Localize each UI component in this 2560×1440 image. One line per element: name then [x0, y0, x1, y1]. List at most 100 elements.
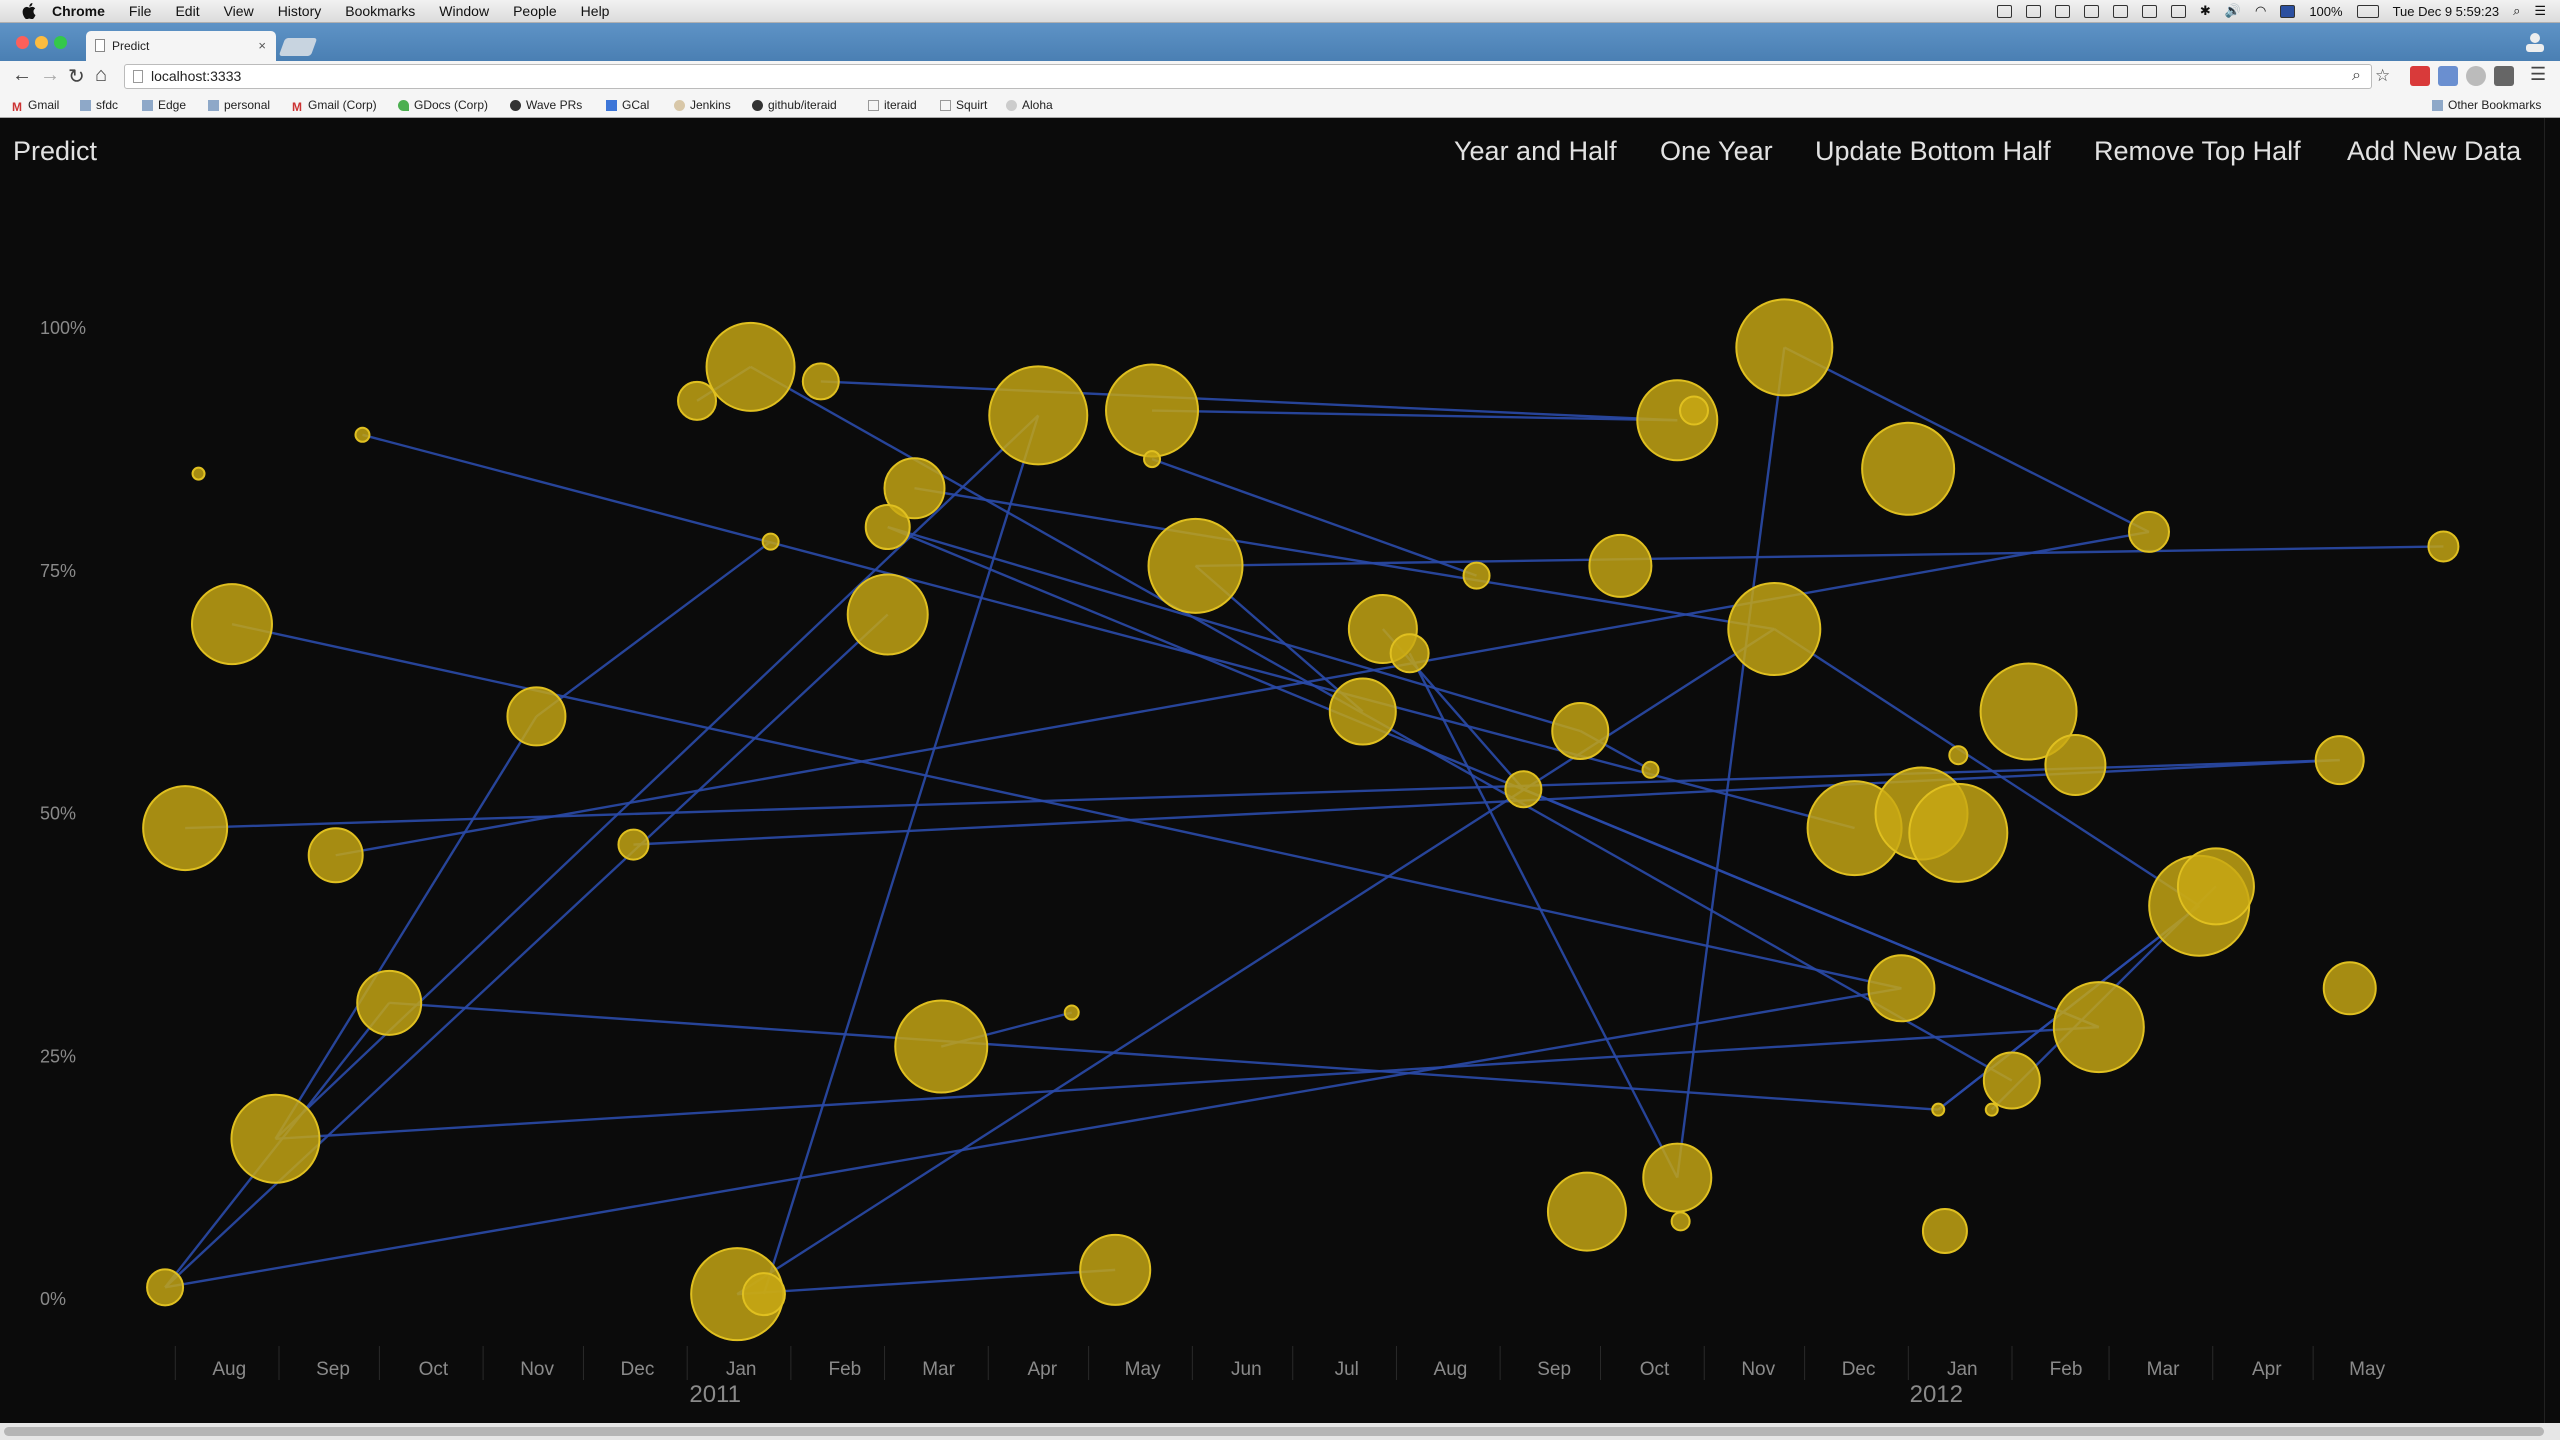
- flag-icon[interactable]: [2280, 4, 2296, 18]
- horizontal-scrollbar[interactable]: [0, 1423, 2560, 1440]
- clock[interactable]: Tue Dec 9 5:59:23: [2392, 3, 2500, 19]
- menu-bookmarks[interactable]: Bookmarks: [345, 3, 416, 19]
- x-tick-label: May: [1125, 1359, 1161, 1380]
- app-tray-icon[interactable]: [2025, 4, 2041, 18]
- bookmark-gdocs-corp[interactable]: GDocs (Corp): [398, 98, 488, 112]
- tab-close-button[interactable]: ×: [258, 38, 266, 53]
- tab-predict[interactable]: Predict ×: [86, 31, 276, 61]
- address-bar[interactable]: localhost:3333: [124, 64, 2372, 89]
- bookmark-label: Jenkins: [690, 98, 731, 112]
- menu-file[interactable]: File: [128, 3, 152, 19]
- volume-icon[interactable]: 🔊: [2224, 3, 2241, 18]
- extension-red-icon[interactable]: [2410, 66, 2430, 86]
- wifi-icon[interactable]: ◠: [2254, 3, 2267, 18]
- bookmark-jenkins[interactable]: Jenkins: [674, 98, 731, 112]
- data-bubble: [1504, 770, 1543, 809]
- notification-center-icon[interactable]: ☰: [2534, 3, 2546, 18]
- cloud-icon[interactable]: [2054, 4, 2070, 18]
- extension-off-icon[interactable]: [2494, 66, 2514, 86]
- x-tick-label: May: [2349, 1359, 2385, 1380]
- link-line: [275, 1025, 2099, 1140]
- data-bubble: [2427, 530, 2460, 563]
- nav-one-year[interactable]: One Year: [1660, 136, 1773, 166]
- new-tab-button[interactable]: [278, 38, 318, 56]
- menu-people[interactable]: People: [513, 3, 557, 19]
- menu-edit[interactable]: Edit: [175, 3, 200, 19]
- window-close-button[interactable]: [16, 36, 29, 49]
- window-icon[interactable]: [2112, 4, 2128, 18]
- scrollbar-thumb[interactable]: [4, 1427, 2544, 1436]
- data-bubble: [2176, 847, 2255, 926]
- bookmark-aloha[interactable]: Aloha: [1006, 98, 1053, 112]
- nav-year-and-half[interactable]: Year and Half: [1454, 136, 1617, 166]
- time-machine-icon[interactable]: [2170, 4, 2186, 18]
- nav-add-new-data[interactable]: Add New Data: [2347, 136, 2522, 166]
- menu-chrome[interactable]: Chrome: [52, 3, 105, 19]
- vertical-scrollbar[interactable]: [2544, 118, 2560, 1423]
- bookmark-iteraid[interactable]: iteraid: [868, 98, 917, 112]
- bookmark-squirt[interactable]: Squirt: [940, 98, 987, 112]
- link-line: [1195, 545, 2444, 568]
- zoom-icon[interactable]: ⌕: [2352, 67, 2361, 84]
- back-button[interactable]: ←: [12, 64, 32, 86]
- page-icon: [95, 39, 105, 52]
- forward-button[interactable]: →: [40, 64, 60, 86]
- data-bubble: [1984, 1102, 1999, 1117]
- bookmark-gmail[interactable]: M Gmail: [12, 98, 59, 114]
- extension-gear-icon[interactable]: [2466, 66, 2486, 86]
- jenkins-icon: [674, 99, 685, 111]
- github-icon: [510, 99, 521, 111]
- bookmark-github-iteraid[interactable]: github/iteraid: [752, 98, 837, 112]
- menu-window[interactable]: Window: [439, 3, 490, 19]
- folder-icon: [2432, 99, 2443, 111]
- bookmark-gmail-corp[interactable]: M Gmail (Corp): [292, 98, 377, 114]
- calendar-icon: [606, 99, 617, 111]
- data-bubble: [1948, 745, 1969, 766]
- link-line: [1151, 409, 1678, 422]
- profile-icon[interactable]: [2520, 30, 2550, 54]
- link-line: [231, 622, 1902, 990]
- link-line: [1522, 788, 2100, 1029]
- data-bubble: [883, 457, 946, 520]
- folder-icon: [80, 99, 91, 111]
- data-bubble: [1328, 677, 1397, 746]
- bookmark-sfdc[interactable]: sfdc: [80, 98, 118, 112]
- reload-button[interactable]: ↻: [68, 66, 85, 88]
- bookmark-other[interactable]: Other Bookmarks: [2432, 98, 2541, 112]
- extension-blue-icon[interactable]: [2438, 66, 2458, 86]
- nav-update-bottom-half[interactable]: Update Bottom Half: [1815, 136, 2051, 166]
- mic-icon[interactable]: [2083, 4, 2099, 18]
- bluetooth-icon[interactable]: ✱: [2199, 3, 2211, 18]
- menu-help[interactable]: Help: [580, 3, 610, 19]
- year-label: 2012: [1910, 1381, 1963, 1408]
- window-minimize-button[interactable]: [35, 36, 48, 49]
- apple-icon[interactable]: [22, 3, 36, 19]
- bookmark-wave-prs[interactable]: Wave PRs: [510, 98, 582, 112]
- menu-icon[interactable]: ☰: [2530, 64, 2547, 84]
- home-button[interactable]: ⌂: [95, 64, 108, 86]
- airplay-icon[interactable]: [2141, 4, 2157, 18]
- nav-remove-top-half[interactable]: Remove Top Half: [2094, 136, 2301, 166]
- bookmark-personal[interactable]: personal: [208, 98, 270, 112]
- page-info-icon[interactable]: [133, 70, 143, 83]
- data-bubble: [761, 532, 780, 551]
- data-bubble: [894, 999, 989, 1094]
- drive-icon: [398, 99, 409, 111]
- spotlight-icon[interactable]: ⌕: [2513, 3, 2521, 18]
- link-lines: [164, 346, 2444, 1296]
- window-zoom-button[interactable]: [54, 36, 67, 49]
- data-bubble: [741, 1272, 786, 1317]
- bookmark-label: Wave PRs: [526, 98, 583, 112]
- bookmark-gcal[interactable]: GCal: [606, 98, 649, 112]
- bookmark-label: Gmail (Corp): [308, 98, 377, 112]
- brand-logo[interactable]: Predict: [13, 136, 98, 166]
- menu-history[interactable]: History: [277, 3, 322, 19]
- menu-view[interactable]: View: [223, 3, 254, 19]
- battery-percent: 100%: [2309, 3, 2343, 19]
- page-icon: [940, 99, 951, 111]
- bookmark-star-icon[interactable]: ☆: [2375, 66, 2391, 85]
- dropbox-icon[interactable]: [1996, 4, 2012, 18]
- bookmark-edge[interactable]: Edge: [142, 98, 186, 112]
- battery-icon[interactable]: [2356, 4, 2379, 18]
- data-bubble: [1867, 954, 1936, 1023]
